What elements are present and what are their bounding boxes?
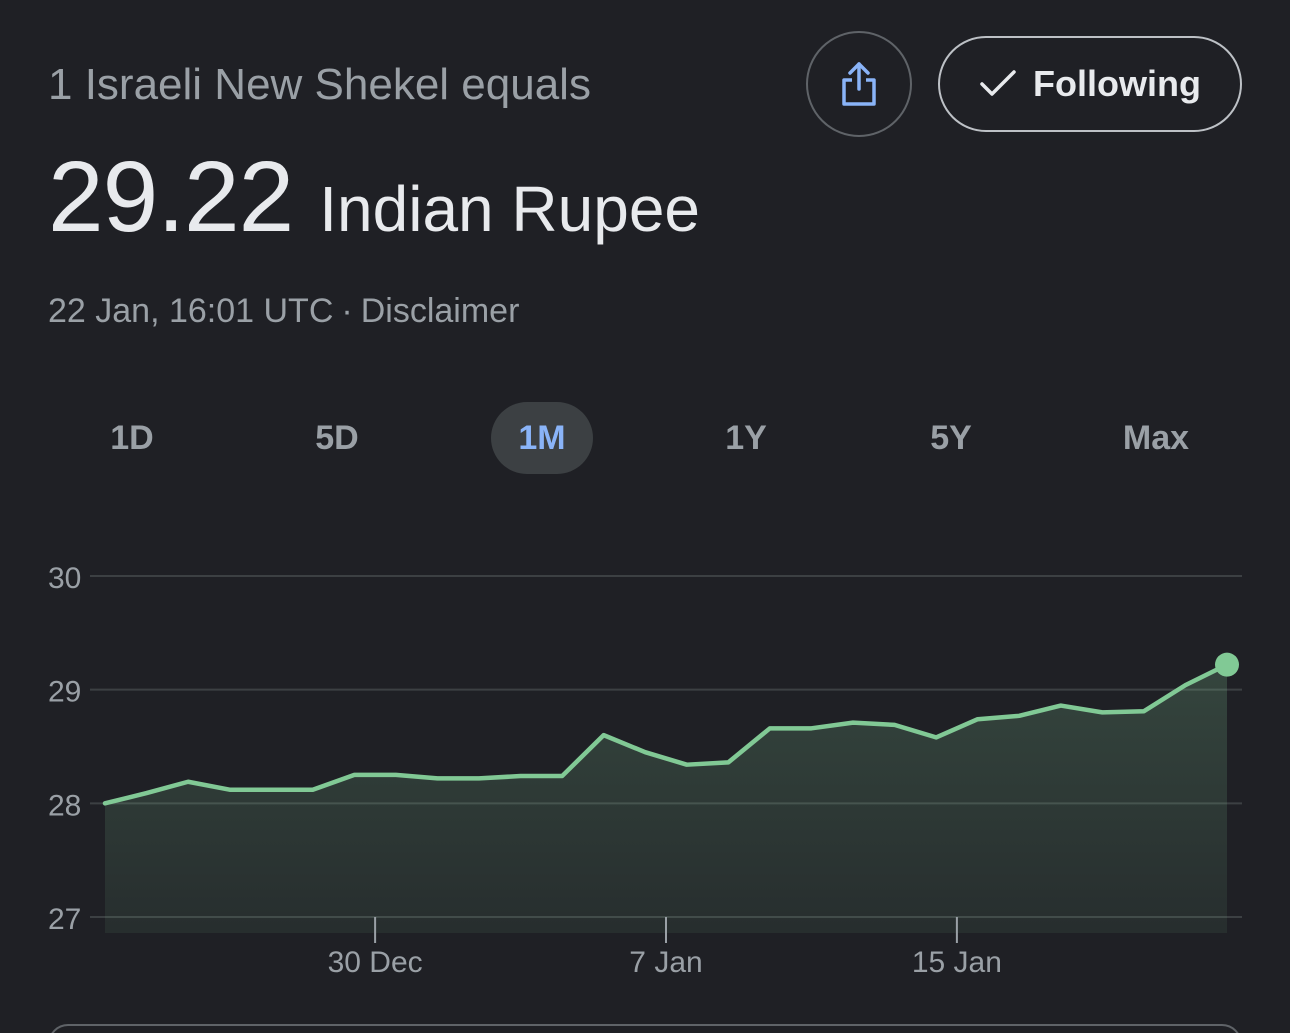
data-point — [1058, 703, 1064, 709]
conversion-subtitle: 1 Israeli New Shekel equals — [48, 60, 591, 109]
y-tick-label: 30 — [48, 562, 81, 595]
rate-currency: Indian Rupee — [319, 173, 700, 245]
data-point — [975, 716, 981, 722]
data-point — [268, 787, 274, 793]
data-point — [808, 725, 814, 731]
data-point — [434, 775, 440, 781]
time-range-tabs: 1D 5D 1M 1Y 5Y Max — [48, 402, 1242, 474]
tab-1d[interactable]: 1D — [110, 418, 154, 457]
data-point — [933, 734, 939, 740]
data-point — [850, 720, 856, 726]
data-point — [559, 773, 565, 779]
rate-meta: 22 Jan, 16:01 UTC · Disclaimer — [48, 292, 519, 331]
data-point — [1099, 709, 1105, 715]
tab-1y[interactable]: 1Y — [725, 418, 767, 457]
y-tick-label: 27 — [48, 903, 81, 936]
following-button[interactable]: Following — [938, 36, 1242, 132]
data-point — [892, 722, 898, 728]
meta-separator: · — [341, 292, 353, 330]
current-value-point — [1215, 652, 1239, 677]
x-tick-label: 15 Jan — [912, 946, 1002, 979]
bottom-card — [48, 1024, 1242, 1033]
data-point — [144, 790, 150, 796]
y-tick-label: 28 — [48, 789, 81, 822]
data-point — [601, 732, 607, 738]
data-point — [1141, 708, 1147, 714]
exchange-rate-chart[interactable]: 30 29 28 27 30 Dec 7 Jan 15 Jan — [0, 540, 1290, 1010]
y-tick-label: 29 — [48, 676, 81, 709]
data-point — [185, 779, 191, 785]
data-point — [1016, 713, 1022, 719]
data-point — [351, 772, 357, 778]
data-point — [476, 775, 482, 781]
following-label: Following — [1033, 63, 1201, 104]
data-point — [310, 787, 316, 793]
data-point — [393, 772, 399, 778]
share-icon — [842, 62, 876, 106]
data-point — [725, 759, 731, 765]
series-line — [102, 662, 1230, 806]
rate-timestamp: 22 Jan, 16:01 UTC — [48, 292, 334, 330]
data-point — [642, 749, 648, 755]
x-tick-label: 7 Jan — [629, 946, 702, 979]
tab-1m[interactable]: 1M — [491, 402, 593, 474]
data-point — [102, 800, 108, 806]
share-button[interactable] — [806, 31, 912, 137]
tab-5y[interactable]: 5Y — [930, 418, 972, 457]
data-point — [227, 787, 233, 793]
data-point — [518, 773, 524, 779]
tab-5d[interactable]: 5D — [315, 418, 359, 457]
checkmark-icon — [980, 70, 1016, 96]
exchange-rate: 29.22 Indian Rupee — [48, 140, 700, 255]
rate-value: 29.22 — [48, 141, 294, 253]
x-tick-label: 30 Dec — [328, 946, 423, 979]
data-point — [767, 725, 773, 731]
disclaimer-link[interactable]: Disclaimer — [360, 292, 520, 330]
tab-max[interactable]: Max — [1122, 418, 1190, 457]
data-point — [684, 762, 690, 768]
data-point — [1182, 682, 1188, 688]
area-fill — [105, 664, 1227, 933]
